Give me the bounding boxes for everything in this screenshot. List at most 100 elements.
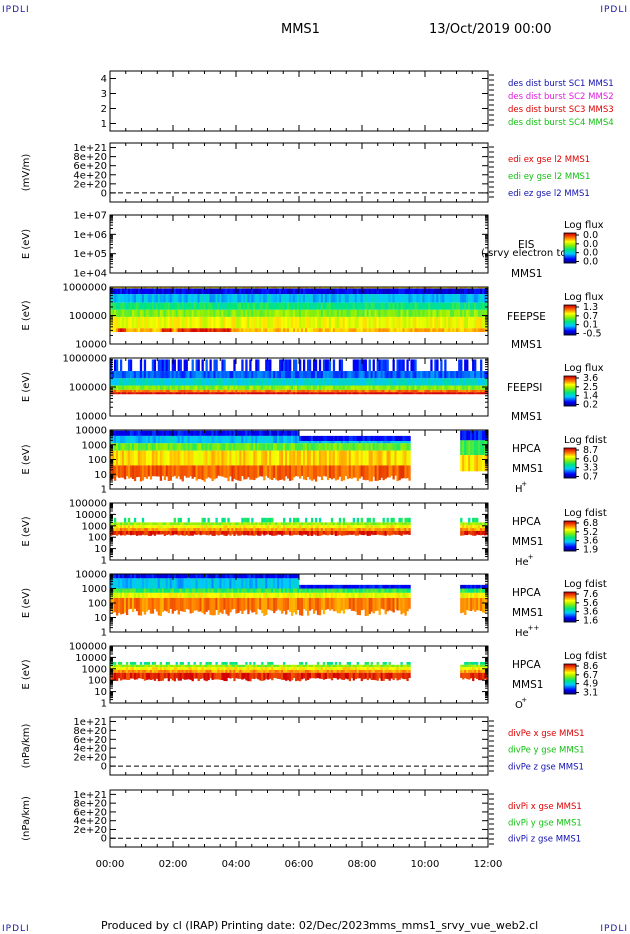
spectrogram-cell (147, 465, 151, 477)
spectrogram-cell (358, 378, 361, 386)
colorbar-step (564, 450, 576, 452)
spectrogram-cell (233, 389, 236, 393)
spectrogram-cell (448, 302, 451, 310)
spectrogram-cell (354, 465, 357, 478)
spectrogram-cell (127, 517, 131, 523)
spectrogram-cell (113, 517, 117, 523)
spectrogram-cell (354, 378, 357, 386)
spectrogram-cell (257, 371, 260, 379)
spectrogram-cell (338, 465, 342, 477)
spectrogram-cell (378, 522, 381, 526)
spectrogram-cell (237, 378, 240, 386)
spectrogram-cell (147, 371, 151, 379)
spectrogram-cell (422, 385, 425, 390)
spectrogram-cell (171, 385, 174, 390)
spectrogram-cell (478, 309, 481, 317)
spectrogram-cell (205, 465, 208, 479)
spectrogram-cell (211, 430, 214, 436)
spectrogram-cell (203, 302, 206, 310)
spectrogram-cell (352, 517, 356, 523)
spectrogram-cell (143, 288, 147, 295)
spectrogram-cell (318, 371, 322, 379)
spectrogram-cell (235, 450, 238, 466)
spectrogram-cell (360, 385, 363, 390)
spectrogram-cell (440, 294, 443, 303)
spectrogram-cell (175, 450, 178, 466)
spectrogram-cell (374, 309, 377, 317)
spectrogram-cell (382, 288, 385, 295)
spectrogram-cell (213, 522, 216, 526)
spectrogram-cell (269, 371, 272, 379)
spectrogram-cell (265, 522, 268, 526)
spectrogram-cell (253, 392, 256, 395)
spectrogram-cell (269, 465, 272, 480)
spectrogram-cell (173, 525, 176, 529)
spectrogram-cell (382, 435, 385, 442)
spectrogram-cell (277, 385, 280, 390)
spectrogram-cell (318, 328, 322, 333)
spectrogram-cell (340, 328, 344, 333)
colorbar-step (564, 542, 576, 544)
spectrogram-cell (187, 430, 190, 436)
spectrogram-cell (472, 517, 475, 523)
spectrogram-cell (302, 328, 306, 333)
spectrogram-cell (261, 316, 264, 329)
spectrogram-cell (157, 385, 161, 390)
spectrogram-cell (267, 316, 270, 329)
spectrogram-cell (199, 288, 202, 295)
spectrogram-cell (484, 309, 487, 317)
spectrogram-cell (205, 392, 208, 395)
spectrogram-cell (165, 302, 168, 310)
spectrogram-cell (466, 287, 469, 289)
spectrogram-cell (265, 392, 268, 395)
spectrogram-cell (249, 443, 252, 451)
spectrogram-cell (133, 435, 137, 444)
spectrogram-cell (372, 465, 375, 477)
spectrogram-cell (245, 294, 248, 303)
spectrogram-cell (177, 465, 180, 477)
spectrogram-cell (446, 371, 449, 379)
spectrogram-cell (165, 530, 168, 535)
spectrogram-cell (434, 328, 437, 333)
spectrogram-cell (414, 288, 417, 295)
spectrogram-cell (131, 528, 135, 531)
spectrogram-cell (263, 517, 266, 523)
spectrogram-cell (406, 328, 409, 333)
spectrogram-cell (111, 443, 115, 451)
spectrogram-cell (372, 517, 375, 523)
spectrogram-cell (316, 441, 320, 444)
spectrogram-cell (229, 385, 232, 390)
spectrogram-cell (460, 309, 463, 317)
spectrogram-cell (322, 450, 326, 466)
spectrogram-cell (227, 309, 230, 317)
spectrogram-cell (356, 441, 359, 444)
spectrogram-cell (314, 522, 318, 526)
spectrogram-cell (366, 392, 369, 395)
spectrogram-cell (320, 450, 324, 466)
spectrogram-cell (478, 389, 481, 393)
spectrogram-cell (115, 522, 119, 526)
spectrogram-cell (139, 528, 143, 531)
spectrogram-cell (245, 378, 248, 386)
spectrogram-cell (183, 359, 186, 372)
spectrogram-cell (384, 389, 387, 393)
spectrogram-cell (127, 371, 131, 379)
colorbar-step (564, 532, 576, 534)
spectrogram-cell (161, 316, 165, 329)
spectrogram-cell (183, 288, 186, 295)
spectrogram-cell (213, 525, 216, 529)
spectrogram-cell (279, 528, 282, 531)
y-tick-label: 10000 (75, 412, 107, 423)
spectrogram-cell (314, 525, 318, 529)
spectrogram-cell (462, 392, 465, 395)
spectrogram-cell (470, 455, 473, 472)
spectrogram-cell (283, 288, 286, 295)
spectrogram-cell (344, 316, 348, 329)
spectrogram-cell (293, 443, 296, 451)
spectrogram-cell (201, 359, 204, 372)
spectrogram-cell (201, 309, 204, 317)
spectrogram-cell (275, 309, 278, 317)
spectrogram-cell (480, 309, 483, 317)
spectrogram-cell (388, 435, 391, 442)
spectrogram-cell (366, 441, 369, 444)
